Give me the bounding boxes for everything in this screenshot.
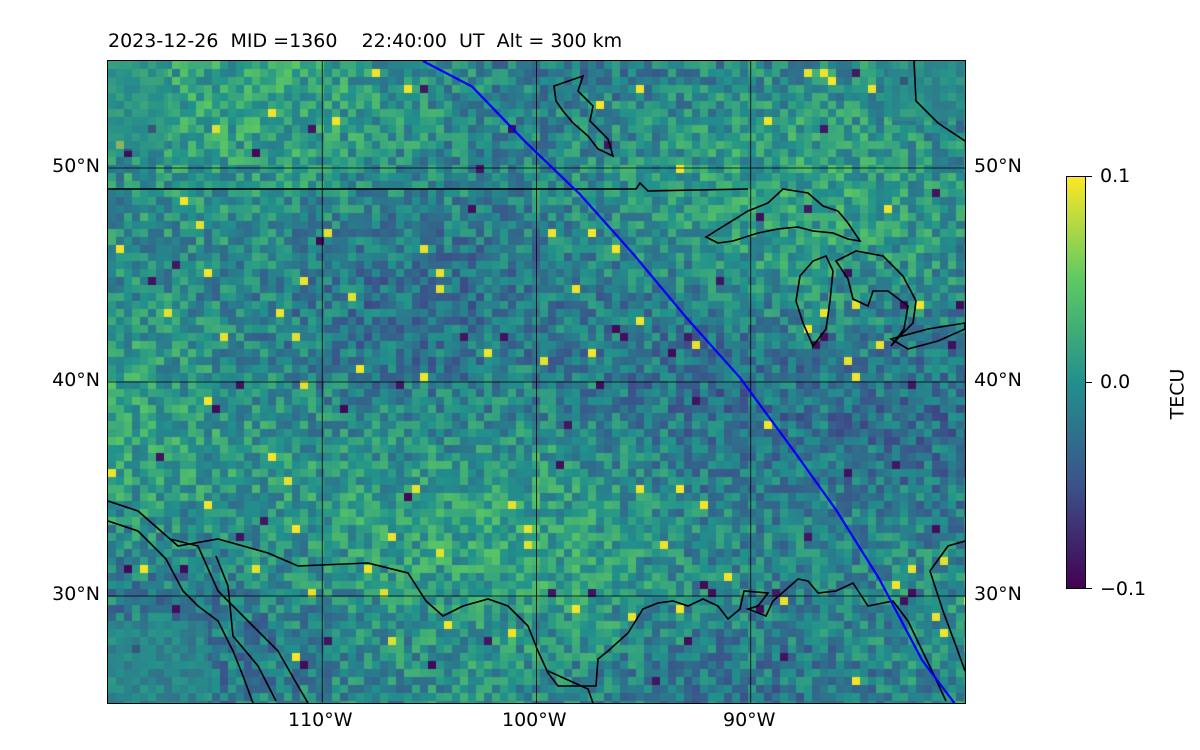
lat-label-40-left: 40°N bbox=[52, 369, 100, 391]
colorbar-tick-max bbox=[1086, 176, 1092, 177]
graticule bbox=[108, 61, 965, 703]
lon-label-90w: 90°W bbox=[723, 709, 776, 731]
satellite-track bbox=[422, 61, 956, 703]
lat-label-50-left: 50°N bbox=[52, 155, 100, 177]
colorbar bbox=[1066, 176, 1086, 589]
lon-label-110w: 110°W bbox=[288, 709, 353, 731]
coastlines bbox=[108, 61, 965, 703]
colorbar-label-min: −0.1 bbox=[1100, 578, 1147, 600]
lake-michigan bbox=[795, 254, 834, 348]
baja-california bbox=[169, 538, 309, 703]
colorbar-label-mid: 0.0 bbox=[1100, 371, 1131, 393]
tec-map bbox=[108, 61, 965, 703]
colorbar-tick-min bbox=[1086, 588, 1092, 589]
florida bbox=[929, 540, 965, 672]
colorbar-title: TECU bbox=[1166, 368, 1189, 420]
lat-label-30-left: 30°N bbox=[52, 583, 100, 605]
mexico-east-coast bbox=[547, 670, 594, 703]
lon-label-100w: 100°W bbox=[502, 709, 567, 731]
lat-label-40-right: 40°N bbox=[974, 369, 1022, 391]
colorbar-label-max: 0.1 bbox=[1100, 165, 1131, 187]
map-title: 2023-12-26 MID =1360 22:40:00 UT Alt = 3… bbox=[108, 30, 623, 52]
lat-label-50-right: 50°N bbox=[974, 155, 1022, 177]
border-us-canada bbox=[108, 181, 749, 192]
lat-label-30-right: 30°N bbox=[974, 583, 1022, 605]
map-overlay bbox=[108, 61, 965, 703]
gulf-coast bbox=[108, 500, 947, 702]
baja-coast-outer bbox=[215, 555, 277, 702]
lake-huron bbox=[834, 250, 917, 347]
colorbar-tick-mid bbox=[1086, 382, 1092, 383]
lake-winnipeg bbox=[553, 74, 615, 158]
sonora-coast bbox=[108, 520, 254, 703]
hudson-bay-edge bbox=[913, 61, 965, 142]
lake-erie bbox=[888, 322, 965, 350]
lake-superior bbox=[704, 188, 862, 244]
